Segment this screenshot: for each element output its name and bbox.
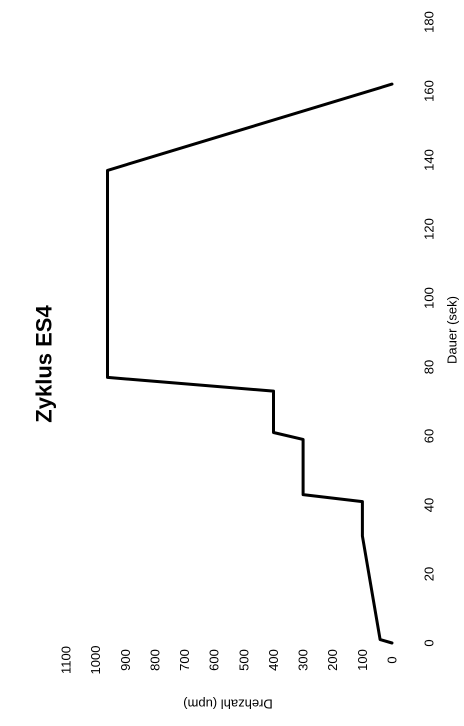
y-tick-label: 300 [296,649,311,671]
x-tick-label: 100 [422,287,437,309]
series-line [106,82,394,645]
chart-title: Zyklus ES4 [32,305,57,423]
y-tick-label: 900 [118,649,133,671]
y-tick-label: 0 [385,656,400,663]
x-tick-label: 180 [422,11,437,33]
x-tick-label: 140 [422,149,437,171]
x-axis-ticks: 0 20 40 60 80 100 120 140 160 180 [422,11,437,646]
y-tick-label: 200 [325,649,340,671]
y-tick-label: 100 [355,649,370,671]
y-axis-ticks: 0 100 200 300 400 500 600 700 800 900 1000 1100 [59,646,400,675]
y-tick-label: 700 [177,649,192,671]
y-tick-label: 800 [147,649,162,671]
y-axis-title: Drehzahl (upm) [183,697,273,712]
y-tick-label: 1000 [88,646,103,675]
y-tick-label: 400 [266,649,281,671]
x-tick-label: 40 [422,498,437,512]
x-tick-label: 160 [422,80,437,102]
x-tick-label: 0 [422,639,437,646]
x-tick-label: 80 [422,360,437,374]
y-tick-label: 500 [236,649,251,671]
x-tick-label: 20 [422,567,437,581]
x-axis-title: Dauer (sek) [445,296,460,364]
y-tick-label: 1100 [59,646,74,674]
x-tick-label: 120 [422,218,437,240]
x-tick-label: 60 [422,429,437,443]
series-group [106,82,394,645]
y-tick-label: 600 [207,649,222,671]
